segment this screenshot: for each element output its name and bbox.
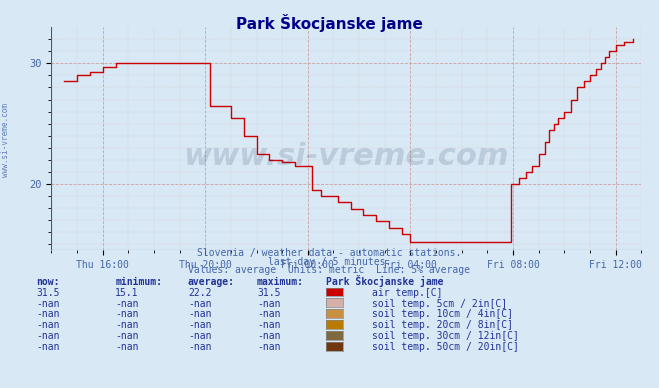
- Text: air temp.[C]: air temp.[C]: [372, 288, 443, 298]
- Text: now:: now:: [36, 277, 60, 287]
- Text: soil temp. 20cm / 8in[C]: soil temp. 20cm / 8in[C]: [372, 320, 513, 330]
- Text: 31.5: 31.5: [36, 288, 60, 298]
- Text: -nan: -nan: [36, 342, 60, 352]
- Text: last day / 5 minutes.: last day / 5 minutes.: [268, 256, 391, 267]
- Text: soil temp. 30cm / 12in[C]: soil temp. 30cm / 12in[C]: [372, 331, 519, 341]
- Text: -nan: -nan: [257, 331, 281, 341]
- Text: -nan: -nan: [188, 320, 212, 330]
- Text: -nan: -nan: [115, 298, 139, 308]
- Text: -nan: -nan: [36, 331, 60, 341]
- Text: Park Škocjanske jame: Park Škocjanske jame: [326, 275, 444, 287]
- Text: -nan: -nan: [188, 331, 212, 341]
- Text: minimum:: minimum:: [115, 277, 162, 287]
- Text: soil temp. 10cm / 4in[C]: soil temp. 10cm / 4in[C]: [372, 309, 513, 319]
- Text: -nan: -nan: [257, 342, 281, 352]
- Text: -nan: -nan: [257, 309, 281, 319]
- Text: -nan: -nan: [36, 298, 60, 308]
- Text: -nan: -nan: [115, 342, 139, 352]
- Text: Values: average  Units: metric  Line: 5% average: Values: average Units: metric Line: 5% a…: [188, 265, 471, 275]
- Text: maximum:: maximum:: [257, 277, 304, 287]
- Text: -nan: -nan: [36, 309, 60, 319]
- Text: 22.2: 22.2: [188, 288, 212, 298]
- Text: 31.5: 31.5: [257, 288, 281, 298]
- Text: www.si-vreme.com: www.si-vreme.com: [1, 103, 10, 177]
- Text: -nan: -nan: [188, 298, 212, 308]
- Text: -nan: -nan: [188, 309, 212, 319]
- Text: 15.1: 15.1: [115, 288, 139, 298]
- Text: -nan: -nan: [257, 320, 281, 330]
- Text: -nan: -nan: [115, 309, 139, 319]
- Text: Slovenia / weather data - automatic stations.: Slovenia / weather data - automatic stat…: [197, 248, 462, 258]
- Text: -nan: -nan: [36, 320, 60, 330]
- Text: -nan: -nan: [257, 298, 281, 308]
- Text: -nan: -nan: [188, 342, 212, 352]
- Text: soil temp. 5cm / 2in[C]: soil temp. 5cm / 2in[C]: [372, 298, 507, 308]
- Text: average:: average:: [188, 277, 235, 287]
- Text: -nan: -nan: [115, 320, 139, 330]
- Text: Park Škocjanske jame: Park Škocjanske jame: [236, 14, 423, 31]
- Text: www.si-vreme.com: www.si-vreme.com: [183, 142, 509, 171]
- Text: -nan: -nan: [115, 331, 139, 341]
- Text: soil temp. 50cm / 20in[C]: soil temp. 50cm / 20in[C]: [372, 342, 519, 352]
